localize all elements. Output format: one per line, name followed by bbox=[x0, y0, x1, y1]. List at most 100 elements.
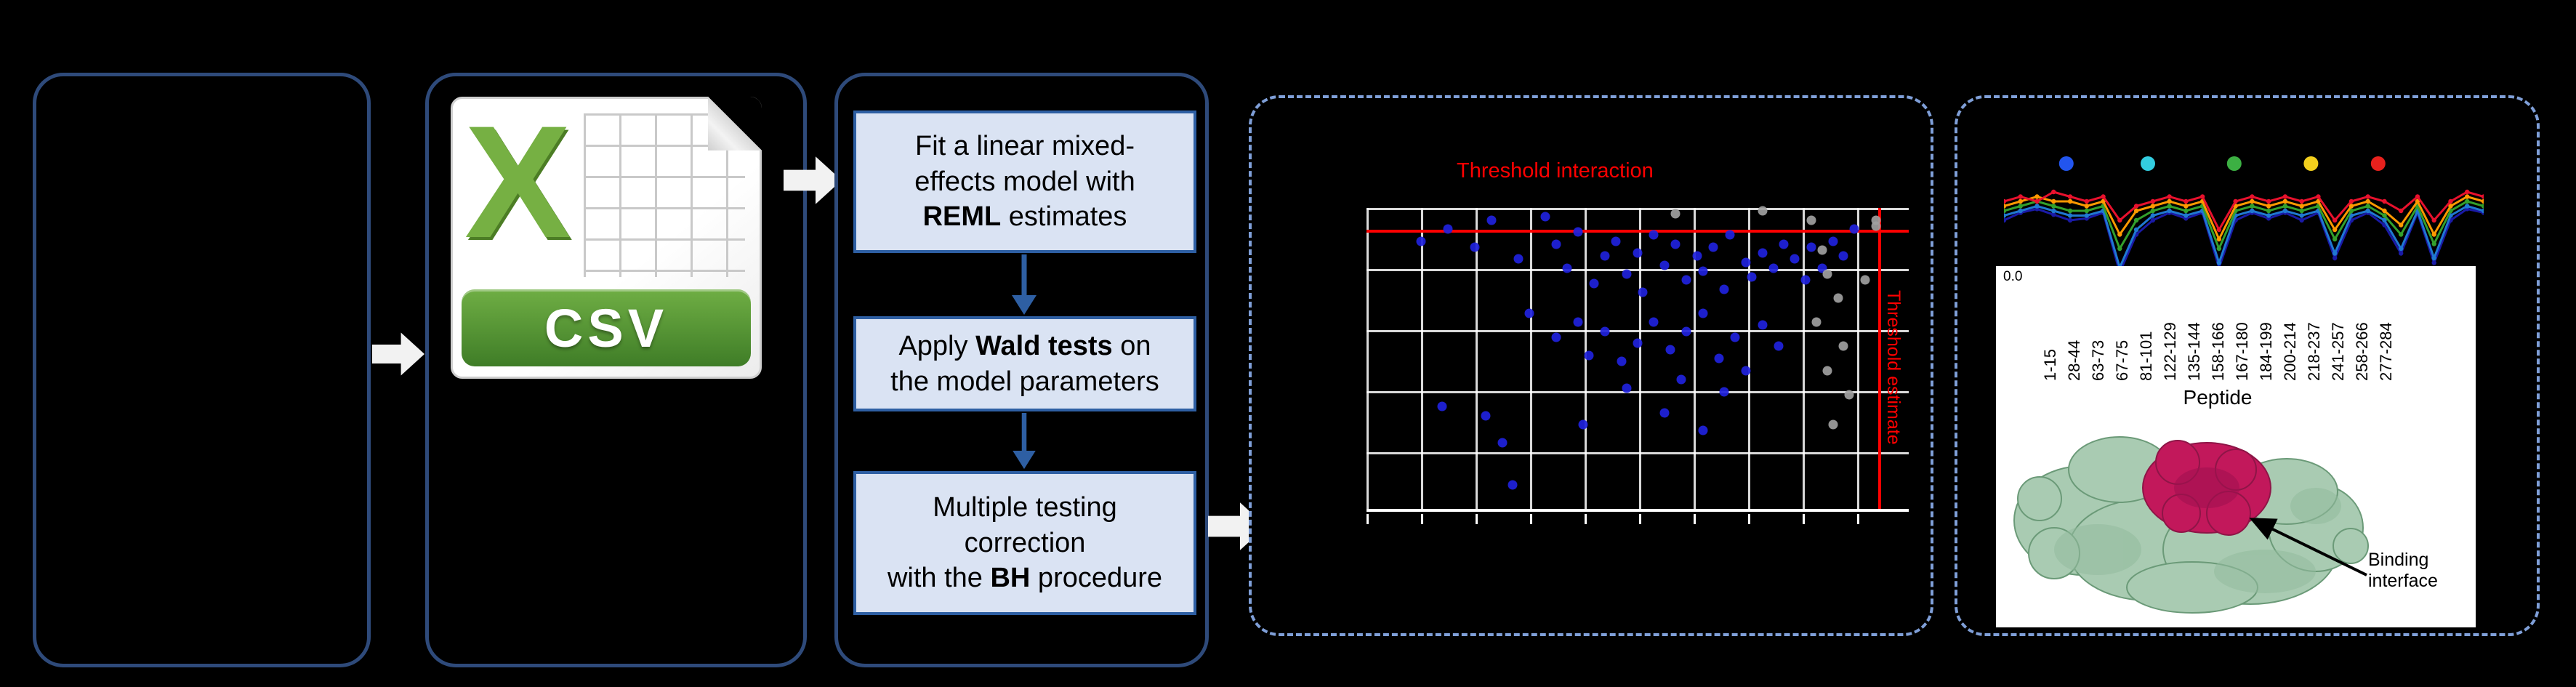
scatter-point bbox=[1806, 242, 1816, 252]
scatter-point bbox=[1437, 401, 1447, 411]
scatter-point bbox=[1725, 230, 1735, 240]
scatter-point bbox=[1811, 317, 1822, 327]
scatter-point bbox=[1708, 242, 1718, 252]
peptide-tick-label: 67-75 bbox=[2113, 340, 2131, 381]
scatter-point bbox=[1573, 317, 1583, 327]
scatter-point bbox=[1741, 366, 1751, 376]
scatter-point bbox=[1416, 236, 1426, 246]
x-axis-ticks bbox=[1367, 514, 1909, 524]
y-axis-tick-label: 0.0 bbox=[2003, 269, 2023, 284]
scatter-point bbox=[1659, 260, 1670, 270]
scatter-point bbox=[1838, 341, 1848, 351]
scatter-point bbox=[1573, 227, 1583, 237]
scatter-point bbox=[1551, 239, 1561, 249]
threshold-interaction-label: Threshold interaction bbox=[1457, 159, 1654, 182]
scatter-point bbox=[1844, 390, 1854, 400]
scatter-point bbox=[1633, 338, 1643, 348]
scatter-point bbox=[1806, 215, 1816, 225]
peptide-profile-chart bbox=[2004, 156, 2484, 276]
step-multiple-testing: Multiple testing correction with the BH … bbox=[853, 471, 1196, 615]
threshold-line-vertical bbox=[1878, 208, 1881, 509]
threshold-line-horizontal bbox=[1367, 230, 1909, 233]
scatter-point bbox=[1513, 254, 1524, 264]
scatter-point bbox=[1638, 287, 1648, 297]
peptide-tick-label: 1-15 bbox=[2041, 348, 2059, 381]
condition-marker-dot bbox=[2226, 156, 2242, 171]
scatter-point bbox=[1584, 350, 1594, 361]
peptide-tick-label: 28-44 bbox=[2065, 340, 2083, 381]
scatter-point bbox=[1633, 248, 1643, 258]
scatter-point bbox=[1562, 263, 1572, 273]
scatter-point bbox=[1758, 206, 1768, 216]
scatter-point bbox=[1600, 326, 1610, 337]
scatter-point bbox=[1698, 425, 1708, 435]
binding-interface-label: Binding interface bbox=[2368, 550, 2438, 591]
scatter-point bbox=[1698, 308, 1708, 318]
scatter-point bbox=[1828, 236, 1838, 246]
scatter-point bbox=[1497, 438, 1507, 448]
scatter-point bbox=[1779, 239, 1789, 249]
scatter-point bbox=[1443, 224, 1453, 234]
scatter-point bbox=[1774, 341, 1784, 351]
peptide-tick-label: 158-166 bbox=[2209, 322, 2227, 381]
peptide-tick-label: 218-237 bbox=[2305, 322, 2323, 381]
scatter-point bbox=[1524, 308, 1534, 318]
scatter-point bbox=[1622, 383, 1632, 393]
scatter-point bbox=[1681, 326, 1691, 337]
panel-input bbox=[33, 73, 371, 667]
peptide-tick-label: 122-129 bbox=[2161, 322, 2179, 381]
arrow-down-icon bbox=[1013, 413, 1036, 470]
scatter-point bbox=[1800, 275, 1811, 285]
peptide-axis-panel: 0.0 1-15 28-44 63-73 67-75 81-101 122-129 135-… bbox=[1996, 266, 2476, 627]
excel-x-logo: X bbox=[464, 92, 571, 271]
csv-file-icon: X CSV bbox=[451, 92, 762, 379]
scatter-point bbox=[1698, 266, 1708, 276]
scatter-point bbox=[1790, 254, 1800, 264]
step-fit-model: Fit a linear mixed- effects model with R… bbox=[853, 111, 1196, 253]
csv-page: X CSV bbox=[451, 92, 762, 379]
scatter-point bbox=[1758, 248, 1768, 258]
scatter-point bbox=[1649, 230, 1659, 240]
scatter-point bbox=[1540, 212, 1550, 222]
condition-marker-dot bbox=[2141, 156, 2155, 171]
peptide-tick-label: 277-284 bbox=[2377, 322, 2395, 381]
scatter-point bbox=[1670, 209, 1681, 219]
scatter-point bbox=[1838, 251, 1848, 261]
panel-scatter-results: Threshold interaction Threshold estimate bbox=[1249, 95, 1933, 636]
scatter-points bbox=[1367, 206, 1909, 509]
scatter-point bbox=[1676, 374, 1686, 385]
scatter-point bbox=[1508, 480, 1518, 490]
scatter-point bbox=[1481, 411, 1491, 421]
peptide-tick-label: 200-214 bbox=[2281, 322, 2299, 381]
peptide-tick-label: 241-257 bbox=[2329, 322, 2347, 381]
scatter-point bbox=[1822, 269, 1832, 279]
scatter-point bbox=[1665, 345, 1675, 355]
scatter-point bbox=[1551, 332, 1561, 342]
scatter-point bbox=[1692, 251, 1702, 261]
peptide-tick-label: 135-144 bbox=[2185, 322, 2203, 381]
condition-marker-dot bbox=[2303, 156, 2319, 171]
arrow-right-icon bbox=[784, 156, 842, 204]
arrow-down-icon bbox=[1012, 254, 1037, 315]
scatter-point bbox=[1719, 284, 1729, 294]
scatter-point bbox=[1617, 356, 1627, 366]
peptide-axis-label: Peptide bbox=[2183, 386, 2253, 409]
scatter-point bbox=[1719, 387, 1729, 397]
scatter-point bbox=[1670, 239, 1681, 249]
scatter-point bbox=[1768, 263, 1778, 273]
scatter-point bbox=[1470, 242, 1480, 252]
scatter-point bbox=[1871, 215, 1881, 225]
condition-marker-dot bbox=[2370, 156, 2386, 171]
step-wald-tests: Apply Wald tests on the model parameters bbox=[853, 316, 1196, 411]
scatter-point bbox=[1833, 293, 1843, 303]
scatter-point bbox=[1600, 251, 1610, 261]
scatter-point bbox=[1578, 419, 1588, 430]
condition-marker-dot bbox=[2058, 156, 2074, 171]
threshold-estimate-label: Threshold estimate bbox=[1883, 290, 1904, 445]
peptide-tick-label: 81-101 bbox=[2137, 331, 2155, 381]
scatter-point bbox=[1649, 317, 1659, 327]
scatter-point bbox=[1860, 275, 1870, 285]
panel-validation: 0.0 1-15 28-44 63-73 67-75 81-101 122-129 135-… bbox=[1955, 95, 2540, 636]
panel-model-steps: Fit a linear mixed- effects model with R… bbox=[834, 73, 1209, 667]
